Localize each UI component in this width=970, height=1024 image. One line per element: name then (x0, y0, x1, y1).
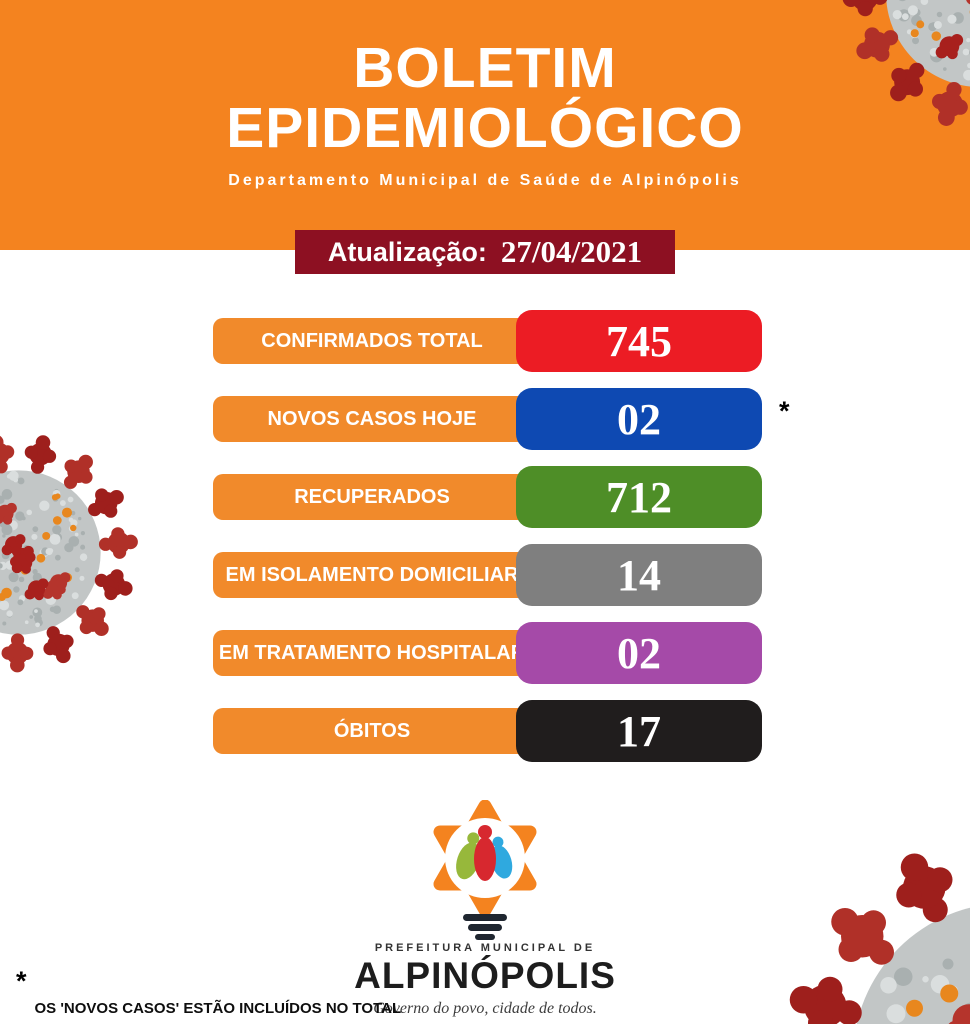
footnote-line1: OS 'NOVOS CASOS' ESTÃO INCLUÍDOS NO TOTA… (34, 999, 402, 1017)
stat-value-pill: 712 (516, 466, 762, 528)
logo-tagline: Governo do povo, cidade de todos. (373, 1000, 597, 1017)
page-title: BOLETIM EPIDEMIOLÓGICO (0, 0, 970, 159)
logo-org-small-text: PREFEITURA MUNICIPAL DE (374, 942, 596, 954)
footnote-asterisk-marker: * (779, 396, 790, 426)
stat-value-pill: 745 (516, 310, 762, 372)
header-band: BOLETIM EPIDEMIOLÓGICO Departamento Muni… (0, 0, 970, 250)
lightbulb-base-icon (463, 914, 507, 940)
page-title-line1: BOLETIM (353, 36, 617, 100)
stat-label-pill: EM TRATAMENTO HOSPITALAR (213, 630, 531, 676)
update-banner: Atualização: 27/04/2021 (295, 230, 675, 274)
city-hall-star-logo-icon (433, 800, 537, 940)
update-banner-date: 27/04/2021 (500, 234, 643, 269)
footnote-text: OS 'NOVOS CASOS' ESTÃO INCLUÍDOS NO TOTA… (35, 962, 402, 1024)
update-banner-label: Atualização: (327, 236, 487, 267)
stat-row-recuperados: RECUPERADOS 712 (0, 466, 970, 528)
stat-label-pill: EM ISOLAMENTO DOMICILIAR (213, 552, 531, 598)
stat-label-pill: NOVOS CASOS HOJE (213, 396, 531, 442)
stat-label-pill: CONFIRMADOS TOTAL (213, 318, 531, 364)
stat-value-pill: 02 (516, 622, 762, 684)
page-title-line2: EPIDEMIOLÓGICO (226, 96, 744, 161)
footnote: * OS 'NOVOS CASOS' ESTÃO INCLUÍDOS NO TO… (16, 962, 416, 1024)
stat-row-confirmados: CONFIRMADOS TOTAL 745 (0, 310, 970, 372)
stat-row-obitos: ÓBITOS 17 (0, 700, 970, 762)
stat-row-isolamento: EM ISOLAMENTO DOMICILIAR 14 (0, 544, 970, 606)
city-hall-logo: PREFEITURA MUNICIPAL DE ALPINÓPOLIS Gove… (305, 800, 665, 1018)
stat-row-novos-casos: NOVOS CASOS HOJE 02 * (0, 388, 970, 450)
coronavirus-illustration-left (0, 435, 138, 673)
stat-value-pill: 17 (516, 700, 762, 762)
coronavirus-illustration-top-right (842, 0, 970, 126)
page-subtitle: Departamento Municipal de Saúde de Alpin… (228, 171, 742, 189)
stat-value-pill: 02 (516, 388, 762, 450)
stats-list: CONFIRMADOS TOTAL 745 NOVOS CASOS HOJE 0… (0, 310, 970, 778)
stat-row-hospitalar: EM TRATAMENTO HOSPITALAR 02 (0, 622, 970, 684)
stat-label-pill: RECUPERADOS (213, 474, 531, 520)
stat-value-pill: 14 (516, 544, 762, 606)
coronavirus-illustration-bottom-right (789, 853, 970, 1024)
people-figures (456, 825, 513, 881)
logo-org-name: ALPINÓPOLIS (354, 955, 616, 996)
stat-label-pill: ÓBITOS (213, 708, 531, 754)
footnote-marker: * (16, 966, 27, 996)
